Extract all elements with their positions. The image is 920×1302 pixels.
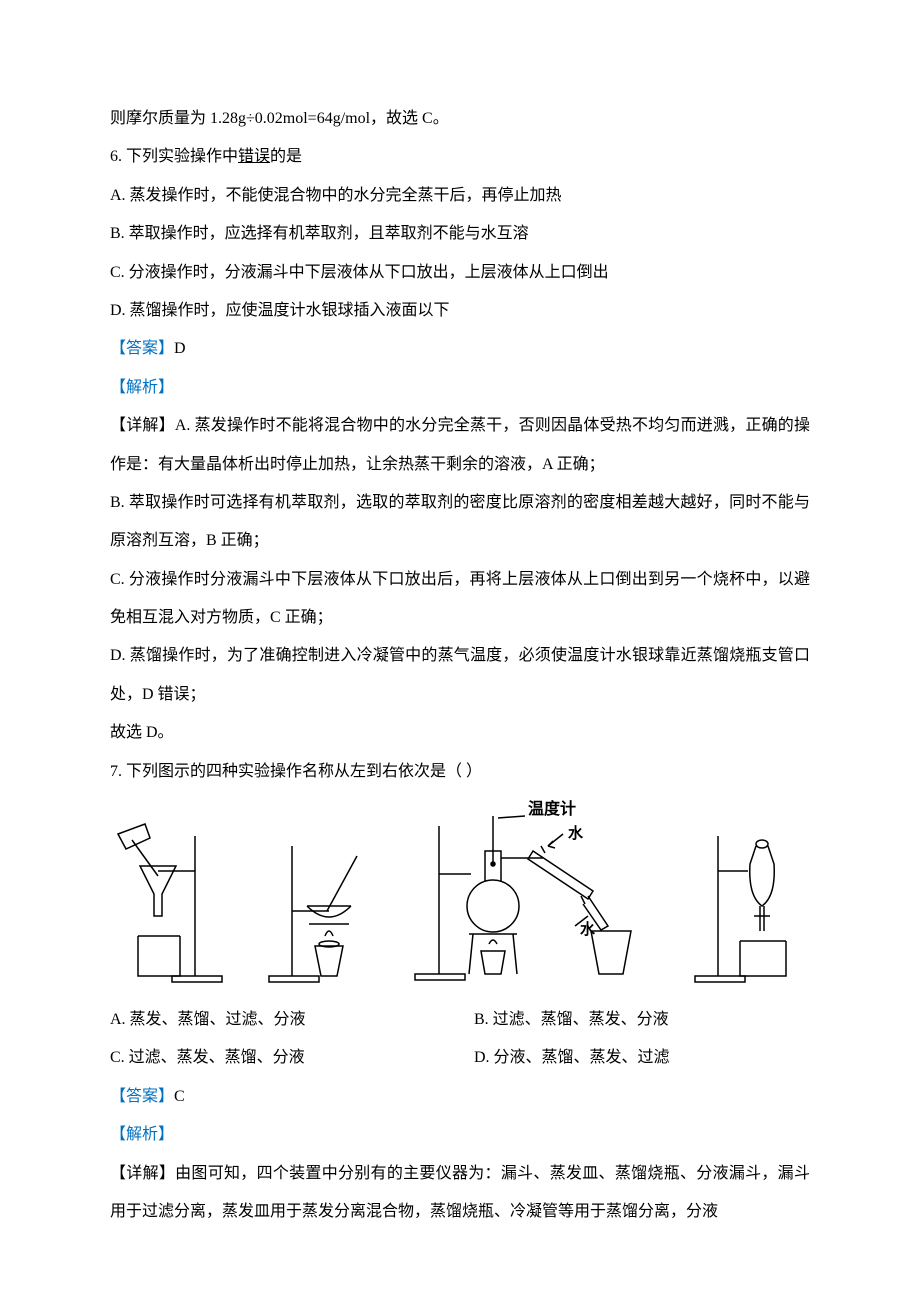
water-in-label: 水	[568, 824, 584, 842]
apparatus-separating-funnel	[690, 816, 810, 986]
apparatus-distillation: 温度计 水 水	[413, 816, 653, 986]
q7-diagram-row: 温度计 水 水	[110, 806, 810, 986]
q7-stem: 7. 下列图示的四种实验操作名称从左到右依次是（ ）	[110, 753, 810, 791]
evaporation-icon	[267, 816, 377, 986]
q6-stem-underlined: 错误	[238, 148, 270, 165]
q6-stem-after: 的是	[270, 148, 302, 165]
q6-detail-label: 【详解】	[110, 417, 175, 434]
q7-detail-text: 由图可知，四个装置中分别有的主要仪器为：漏斗、蒸发皿、蒸馏烧瓶、分液漏斗，漏斗用…	[110, 1165, 810, 1220]
q6-stem: 6. 下列实验操作中错误的是	[110, 138, 810, 176]
q7-exp-label: 【解析】	[110, 1126, 174, 1143]
distillation-icon: 温度计 水 水	[413, 796, 653, 986]
q6-answer-value: D	[174, 340, 186, 357]
filtration-icon	[110, 816, 230, 986]
q7-options-row2: C. 过滤、蒸发、蒸馏、分液 D. 分液、蒸馏、蒸发、过滤	[110, 1039, 810, 1077]
q6-final: 故选 D。	[110, 714, 810, 752]
q6-answer-line: 【答案】D	[110, 330, 810, 368]
q6-optD: D. 蒸馏操作时，应使温度计水银球插入液面以下	[110, 292, 810, 330]
q6-detail-A: 【详解】A. 蒸发操作时不能将混合物中的水分完全蒸干，否则因晶体受热不均匀而迸溅…	[110, 407, 810, 484]
q7-answer-value: C	[174, 1088, 185, 1105]
q7-detail-label: 【详解】	[110, 1165, 175, 1182]
q7-optA: A. 蒸发、蒸馏、过滤、分液	[110, 1001, 474, 1039]
q7-detail: 【详解】由图可知，四个装置中分别有的主要仪器为：漏斗、蒸发皿、蒸馏烧瓶、分液漏斗…	[110, 1155, 810, 1232]
q7-options-row1: A. 蒸发、蒸馏、过滤、分液 B. 过滤、蒸馏、蒸发、分液	[110, 1001, 810, 1039]
q7-explanation-label: 【解析】	[110, 1116, 810, 1154]
q6-answer-label: 【答案】	[110, 340, 174, 357]
q6-exp-label: 【解析】	[110, 379, 174, 396]
q6-optA: A. 蒸发操作时，不能使混合物中的水分完全蒸干后，再停止加热	[110, 177, 810, 215]
q7-answer-label: 【答案】	[110, 1088, 174, 1105]
q6-optC: C. 分液操作时，分液漏斗中下层液体从下口放出，上层液体从上口倒出	[110, 254, 810, 292]
thermometer-label: 温度计	[527, 799, 576, 818]
q7-answer-line: 【答案】C	[110, 1078, 810, 1116]
apparatus-evaporation	[267, 816, 377, 986]
q6-optB: B. 萃取操作时，应选择有机萃取剂，且萃取剂不能与水互溶	[110, 215, 810, 253]
q6-detail-B: B. 萃取操作时可选择有机萃取剂，选取的萃取剂的密度比原溶剂的密度相差越大越好，…	[110, 484, 810, 561]
q6-detail-D: D. 蒸馏操作时，为了准确控制进入冷凝管中的蒸气温度，必须使温度计水银球靠近蒸馏…	[110, 637, 810, 714]
q7-optC: C. 过滤、蒸发、蒸馏、分液	[110, 1039, 474, 1077]
q6-stem-pre: 6. 下列实验操作中	[110, 148, 238, 165]
q6-detail-C: C. 分液操作时分液漏斗中下层液体从下口放出后，再将上层液体从上口倒出到另一个烧…	[110, 561, 810, 638]
q6-detailA-text: A. 蒸发操作时不能将混合物中的水分完全蒸干，否则因晶体受热不均匀而迸溅，正确的…	[110, 417, 810, 472]
q5-conclusion: 则摩尔质量为 1.28g÷0.02mol=64g/mol，故选 C。	[110, 100, 810, 138]
apparatus-filtration	[110, 816, 230, 986]
q7-optB: B. 过滤、蒸馏、蒸发、分液	[474, 1001, 810, 1039]
water-out-label: 水	[580, 920, 596, 938]
q7-optD: D. 分液、蒸馏、蒸发、过滤	[474, 1039, 810, 1077]
separating-funnel-icon	[690, 816, 810, 986]
q6-explanation-label: 【解析】	[110, 369, 810, 407]
